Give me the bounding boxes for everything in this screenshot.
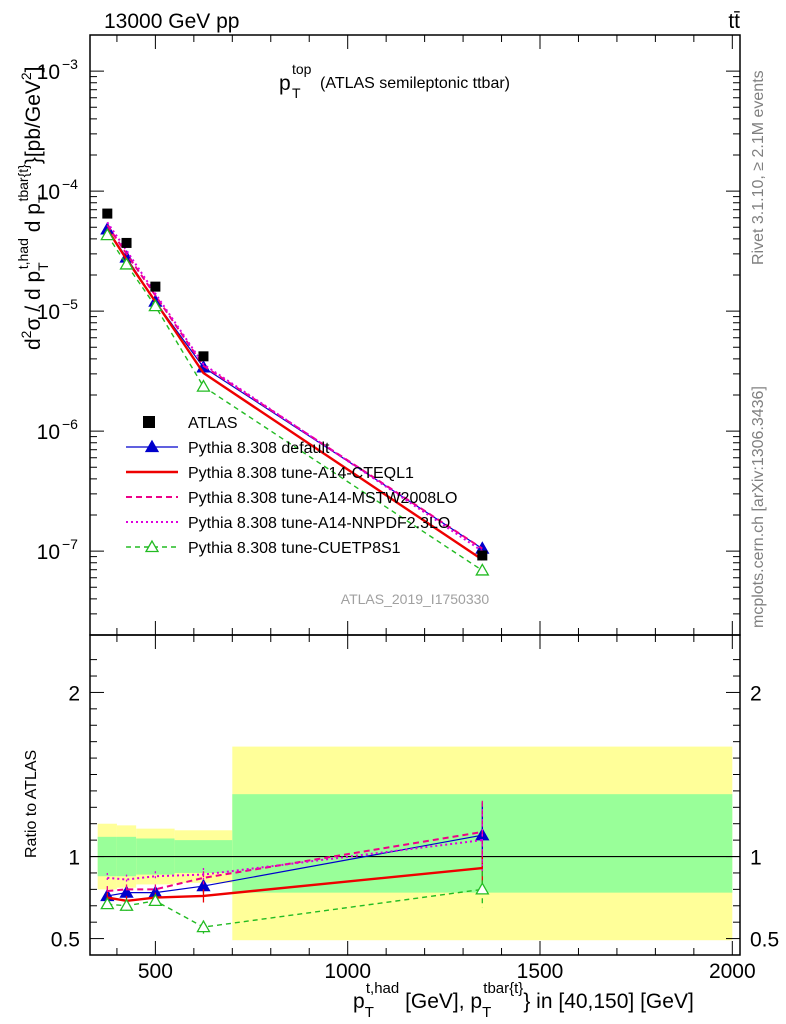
- process-label: tt̄: [728, 10, 740, 33]
- plot-title-sub: T: [292, 85, 301, 101]
- legend-marker-1: [144, 439, 160, 453]
- ratio-line-series-3: [107, 839, 483, 881]
- main-point-4-4: [475, 563, 490, 576]
- y-tick-exp-1: −6: [62, 416, 78, 432]
- x-tick-label-2: 1500: [517, 960, 564, 983]
- mcplots-label: mcplots.cern.ch [arXiv:1306.3436]: [750, 386, 767, 628]
- y-tick-label-3: 10: [37, 181, 60, 204]
- ratio-tick-label-left-2: 2: [68, 682, 80, 705]
- y-tick-label-2: 10: [37, 301, 60, 324]
- atlas-point-4: [477, 550, 488, 561]
- main-point-4-3: [196, 379, 211, 392]
- ratio-plot-frame: [89, 634, 741, 956]
- plot-title-main: p: [279, 72, 291, 95]
- main-point-4-0: [100, 227, 115, 241]
- y-tick-label-0: 10: [37, 541, 60, 564]
- y-axis-title: d2σ / d pTt,had d pTtbar{t}}[pb/GeV2]: [15, 66, 51, 350]
- energy-label: 13000 GeV pp: [104, 10, 239, 33]
- legend-label-0: ATLAS: [188, 415, 238, 432]
- main-line-series-1: [106, 228, 483, 561]
- x-tick-label-3: 2000: [709, 960, 756, 983]
- ratio-tick-label-right-0: 0.5: [750, 929, 779, 952]
- ratio-tick-label-right-2: 2: [750, 682, 762, 705]
- main-point-4-2: [148, 298, 163, 312]
- x-tick-label-0: 500: [138, 960, 173, 983]
- ratio-point-4-1: [119, 898, 134, 911]
- atlas-point-0: [102, 208, 113, 219]
- ratio-tick-label-left-1: 1: [68, 847, 80, 870]
- legend-label-1: Pythia 8.308 default: [188, 440, 330, 457]
- y-tick-exp-4: −3: [62, 56, 78, 72]
- plot-title-rest: (ATLAS semileptonic ttbar): [320, 75, 510, 92]
- legend-label-5: Pythia 8.308 tune-CUETP8S1: [188, 540, 401, 557]
- ratio-tick-label-right-1: 1: [750, 847, 762, 870]
- ratio-point-4-2: [148, 893, 163, 906]
- atlas-point-3: [198, 351, 209, 362]
- y-tick-exp-0: −7: [62, 536, 78, 552]
- main-point-4-1: [119, 257, 134, 270]
- ratio-axis-title: Ratio to ATLAS: [23, 750, 40, 858]
- y-axis-title-text: d2σ / d pTt,had d pTtbar{t}}[pb/GeV2]: [15, 66, 51, 350]
- x-axis-title-text: pTt,had [GeV], pTtbar{t}} in [40,150] [G…: [353, 980, 694, 1021]
- atlas-point-2: [150, 281, 161, 292]
- main-series-group: [100, 221, 490, 576]
- y-tick-label-4: 10: [37, 61, 60, 84]
- main-line-series-2: [106, 224, 483, 550]
- x-tick-label-1: 1000: [324, 960, 371, 983]
- main-line-series-3: [106, 221, 483, 552]
- ratio-point-4-4: [475, 882, 490, 895]
- legend-label-4: Pythia 8.308 tune-A14-NNPDF2.3LO: [188, 515, 450, 532]
- atlas-data-markers: [102, 208, 488, 561]
- y-tick-label-1: 10: [37, 421, 60, 444]
- ratio-point-4-0: [100, 896, 115, 910]
- ratio-series-group: [100, 800, 490, 934]
- legend-marker-5: [144, 539, 160, 553]
- analysis-id-label: ATLAS_2019_I1750330: [341, 591, 490, 607]
- plot-title: p T top (ATLAS semileptonic ttbar): [279, 61, 510, 101]
- legend-marker-atlas: [143, 416, 155, 428]
- y-tick-exp-3: −4: [62, 176, 78, 192]
- rivet-version-label: Rivet 3.1.10, ≥ 2.1M events: [750, 70, 767, 265]
- legend: ATLAS Pythia 8.308 default Pythia 8.308 tu…: [126, 415, 457, 557]
- ratio-tick-label-left-0: 0.5: [51, 929, 80, 952]
- atlas-point-1: [121, 237, 132, 248]
- x-axis-title: pTt,had [GeV], pTtbar{t}} in [40,150] [G…: [353, 980, 694, 1021]
- ratio-point-4-3: [196, 919, 211, 933]
- legend-label-3: Pythia 8.308 tune-A14-MSTW2008LO: [188, 490, 457, 507]
- y-tick-exp-2: −5: [62, 296, 78, 312]
- legend-label-2: Pythia 8.308 tune-A14-CTEQL1: [188, 465, 414, 482]
- plot-title-sup: top: [292, 61, 312, 77]
